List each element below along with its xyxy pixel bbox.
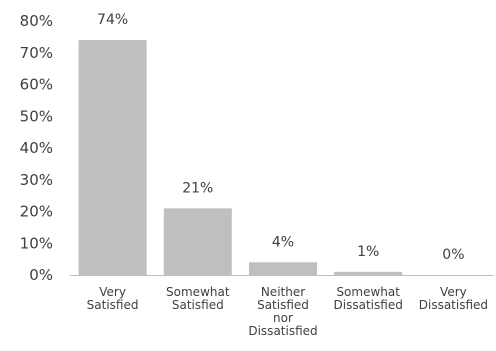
x-tick-label-line: Satisfied [257, 298, 309, 312]
y-axis: 0% 10% 20% 30% 40% 50% 60% 70% 80% [20, 12, 53, 284]
x-tick-label-line: Dissatisfied [248, 324, 317, 338]
x-tick-label-line: Very [440, 285, 467, 299]
data-label: 4% [272, 234, 294, 250]
bar [334, 271, 403, 275]
y-tick-label: 40% [20, 139, 53, 157]
x-tick-label-line: Neither [261, 285, 305, 299]
x-tick-label-line: nor [273, 311, 293, 325]
data-label: 21% [182, 180, 213, 196]
bar [78, 40, 147, 275]
x-tick-label-line: Dissatisfied [334, 298, 403, 312]
x-tick-label-line: Satisfied [172, 298, 224, 312]
data-label: 0% [442, 247, 464, 263]
x-tick-label: Somewhat Satisfied [166, 285, 230, 312]
x-tick-label-line: Dissatisfied [419, 298, 488, 312]
x-tick-label-line: Satisfied [87, 298, 139, 312]
x-tick-label: Very Dissatisfied [419, 285, 488, 312]
x-tick-label: Somewhat Dissatisfied [334, 285, 403, 312]
data-labels: 74% 21% 4% 1% 0% [97, 12, 464, 263]
bars [78, 40, 403, 275]
data-label: 1% [357, 244, 379, 260]
x-tick-label: Very Satisfied [87, 285, 139, 312]
bar [249, 262, 317, 275]
x-tick-label: Neither Satisfied nor Dissatisfied [248, 285, 317, 338]
bar [163, 208, 232, 275]
data-label: 74% [97, 12, 128, 28]
x-tick-label-line: Somewhat [166, 285, 230, 299]
x-tick-label-line: Somewhat [336, 285, 400, 299]
y-tick-label: 60% [20, 76, 53, 94]
y-tick-label: 80% [20, 12, 53, 30]
y-tick-label: 50% [20, 107, 53, 125]
y-tick-label: 0% [29, 266, 53, 284]
y-tick-label: 10% [20, 234, 53, 252]
x-tick-label-line: Very [99, 285, 126, 299]
y-tick-label: 70% [20, 44, 53, 62]
y-tick-label: 20% [20, 203, 53, 221]
y-tick-label: 30% [20, 171, 53, 189]
